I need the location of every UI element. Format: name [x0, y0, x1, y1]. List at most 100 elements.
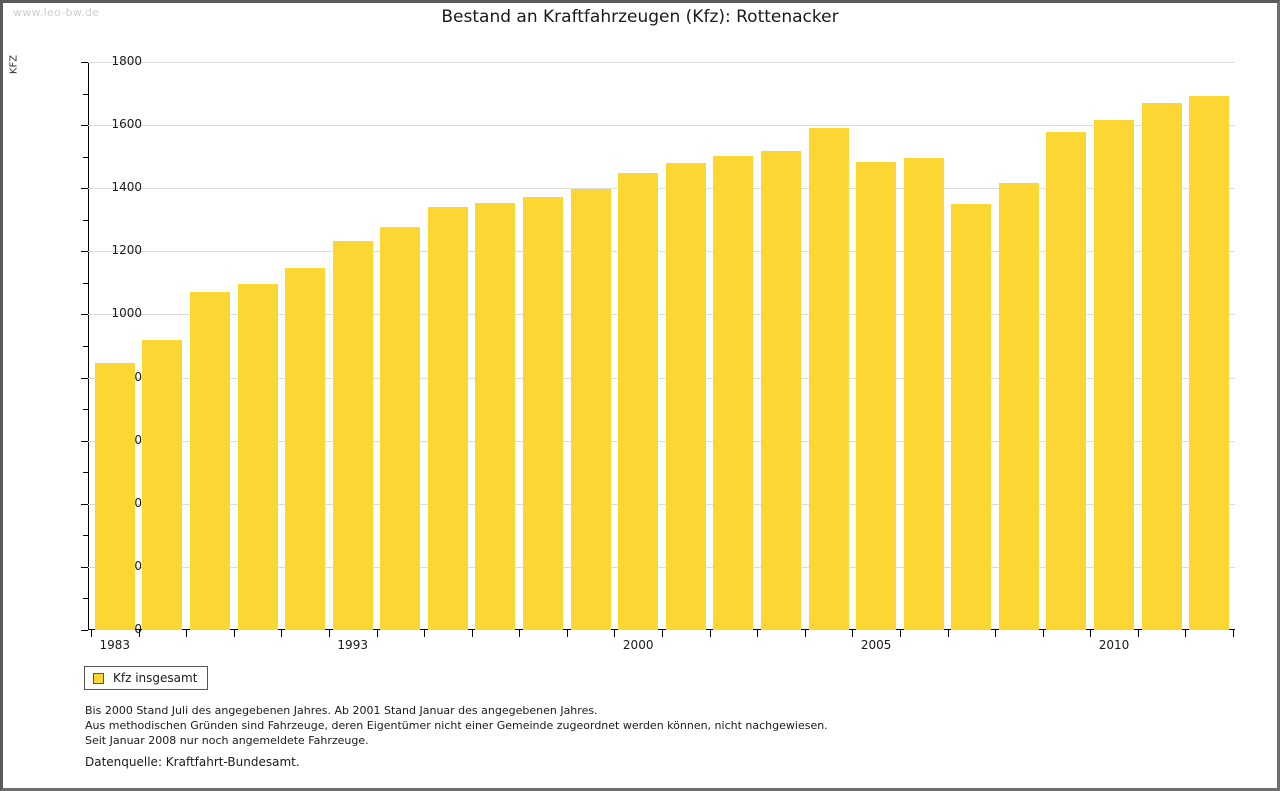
gridline	[88, 440, 1235, 442]
bar[interactable]	[1046, 131, 1087, 630]
y-minor-tick-mark	[83, 472, 88, 474]
bar[interactable]	[618, 173, 659, 630]
bar[interactable]	[427, 207, 468, 630]
bar[interactable]	[189, 292, 230, 630]
legend-swatch-icon	[93, 672, 104, 684]
y-tick-mark	[81, 630, 88, 631]
x-tick-mark	[614, 630, 615, 637]
gridline	[88, 125, 1235, 127]
footnote-line: Aus methodischen Gründen sind Fahrzeuge,…	[85, 719, 828, 732]
x-tick-mark	[519, 630, 520, 637]
watermark-text: www.leo-bw.de	[13, 6, 100, 19]
bar[interactable]	[951, 204, 992, 630]
gridline	[88, 503, 1235, 505]
x-tick-mark	[234, 630, 235, 637]
x-tick-mark	[805, 630, 806, 637]
y-tick-mark	[81, 125, 88, 127]
bar[interactable]	[713, 156, 754, 630]
footnotes: Bis 2000 Stand Juli des angegebenen Jahr…	[85, 703, 828, 748]
y-tick-mark	[81, 314, 88, 316]
y-minor-tick-mark	[83, 156, 88, 158]
x-tick-mark	[377, 630, 378, 637]
bar[interactable]	[1189, 96, 1230, 630]
x-tick-mark	[852, 630, 853, 637]
footnote-line: Seit Januar 2008 nur noch angemeldete Fa…	[85, 734, 369, 747]
y-tick-label: 1600	[111, 117, 142, 132]
y-tick-mark	[81, 188, 88, 190]
y-minor-tick-mark	[83, 282, 88, 284]
y-tick-label: 1400	[111, 180, 142, 195]
x-tick-mark	[1185, 630, 1186, 637]
bar[interactable]	[570, 188, 611, 630]
gridline	[88, 377, 1235, 379]
gridline	[88, 62, 1235, 63]
x-tick-mark	[710, 630, 711, 637]
x-tick-mark	[281, 630, 282, 637]
bar[interactable]	[94, 363, 135, 630]
x-tick-mark	[139, 630, 140, 637]
x-tick-label: 1993	[337, 638, 368, 652]
y-minor-tick-mark	[83, 346, 88, 347]
y-tick-mark	[81, 440, 88, 442]
y-minor-tick-mark	[83, 219, 88, 221]
x-tick-label: 2000	[622, 638, 654, 652]
bar[interactable]	[285, 267, 326, 630]
bar[interactable]	[665, 162, 706, 630]
x-tick-mark	[1090, 630, 1091, 637]
plot-area: 020040060080010001200140016001800 198319…	[81, 54, 1235, 652]
bar[interactable]	[1141, 103, 1182, 630]
x-tick-mark	[424, 630, 425, 637]
bar[interactable]	[380, 227, 421, 630]
x-tick-mark	[329, 630, 330, 637]
x-tick-mark	[472, 630, 473, 637]
y-tick-label: 1200	[111, 243, 142, 258]
y-tick-label: 1000	[111, 306, 142, 321]
y-tick-label: 1800	[111, 54, 142, 68]
x-tick-mark	[1138, 630, 1139, 637]
bar[interactable]	[856, 161, 897, 630]
bar[interactable]	[1094, 120, 1135, 630]
bar[interactable]	[903, 157, 944, 630]
bar[interactable]	[332, 241, 373, 630]
y-axis-label: KFZ	[8, 54, 20, 75]
bar[interactable]	[523, 196, 564, 630]
x-tick-mark	[662, 630, 663, 637]
bar[interactable]	[998, 182, 1039, 630]
x-tick-mark	[1043, 630, 1044, 637]
data-source-note: Datenquelle: Kraftfahrt-Bundesamt.	[85, 755, 300, 769]
x-tick-mark	[757, 630, 758, 637]
bar[interactable]	[142, 339, 183, 630]
gridline	[88, 314, 1235, 316]
y-minor-tick-mark	[83, 93, 88, 95]
x-tick-mark	[91, 630, 92, 637]
footnote-line: Bis 2000 Stand Juli des angegebenen Jahr…	[85, 704, 598, 717]
y-tick-mark	[81, 251, 88, 253]
gridline	[88, 251, 1235, 253]
x-tick-label: 2005	[860, 638, 892, 652]
y-tick-mark	[81, 566, 88, 568]
bar[interactable]	[808, 127, 849, 630]
legend-item-label: Kfz insgesamt	[113, 671, 198, 685]
y-tick-mark	[81, 377, 88, 379]
x-tick-label: 2010	[1098, 638, 1130, 652]
x-tick-mark	[567, 630, 568, 637]
bar[interactable]	[760, 151, 801, 630]
y-tick-mark	[81, 62, 88, 63]
chart-legend[interactable]: Kfz insgesamt	[84, 666, 209, 690]
gridline	[88, 188, 1235, 190]
x-tick-mark	[995, 630, 996, 637]
bar[interactable]	[237, 284, 278, 630]
x-tick-label: 1983	[99, 638, 131, 652]
y-tick-mark	[81, 503, 88, 505]
plot-frame	[88, 62, 1235, 630]
bar[interactable]	[475, 203, 516, 630]
y-minor-tick-mark	[83, 535, 88, 537]
y-tick-label: 0	[134, 622, 142, 636]
x-tick-mark	[900, 630, 901, 637]
x-tick-mark	[1233, 630, 1234, 637]
y-minor-tick-mark	[83, 409, 88, 411]
gridline	[88, 566, 1235, 568]
y-minor-tick-mark	[83, 598, 88, 600]
x-tick-mark	[186, 630, 187, 637]
